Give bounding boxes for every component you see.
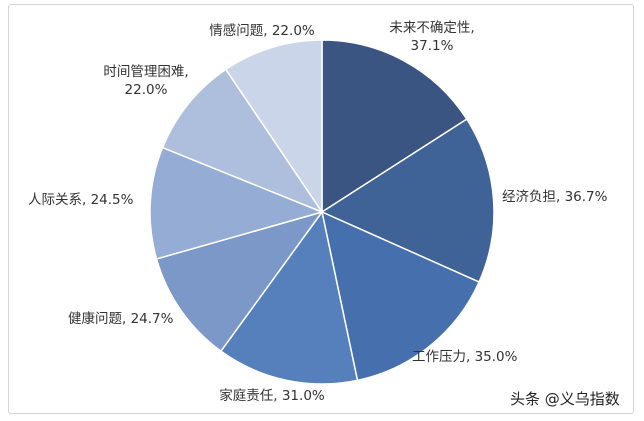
slice-label: 经济负担, 36.7% <box>502 189 608 205</box>
pie-slice <box>155 210 324 353</box>
pie-slice <box>149 146 325 260</box>
slice-label: 健康问题, 24.7% <box>68 310 174 327</box>
pie-slice <box>161 68 324 214</box>
slice-label: 人际关系, 24.5% <box>28 192 134 208</box>
watermark: 头条 @义乌指数 <box>510 390 620 408</box>
slice-label: 情感问题, 22.0% <box>209 22 315 39</box>
pie-labels: 未来不确定性, 37.1% 经济负担, 36.7% 工作压力, 35.0% 家庭责任, … <box>28 20 608 404</box>
slice-label: 时间管理困难, 22.0% <box>103 64 188 98</box>
pie-slice <box>219 210 359 385</box>
pie-slices <box>149 39 495 385</box>
slice-label: 家庭责任, 31.0% <box>219 387 325 404</box>
pie-slice <box>224 39 323 215</box>
slice-label: 工作压力, 35.0% <box>412 349 518 365</box>
pie-slice <box>321 39 468 214</box>
chart-frame <box>8 4 634 414</box>
slice-label: 未来不确定性, 37.1% <box>389 20 474 54</box>
pie-slice <box>320 118 495 284</box>
pie-slice <box>320 210 481 382</box>
